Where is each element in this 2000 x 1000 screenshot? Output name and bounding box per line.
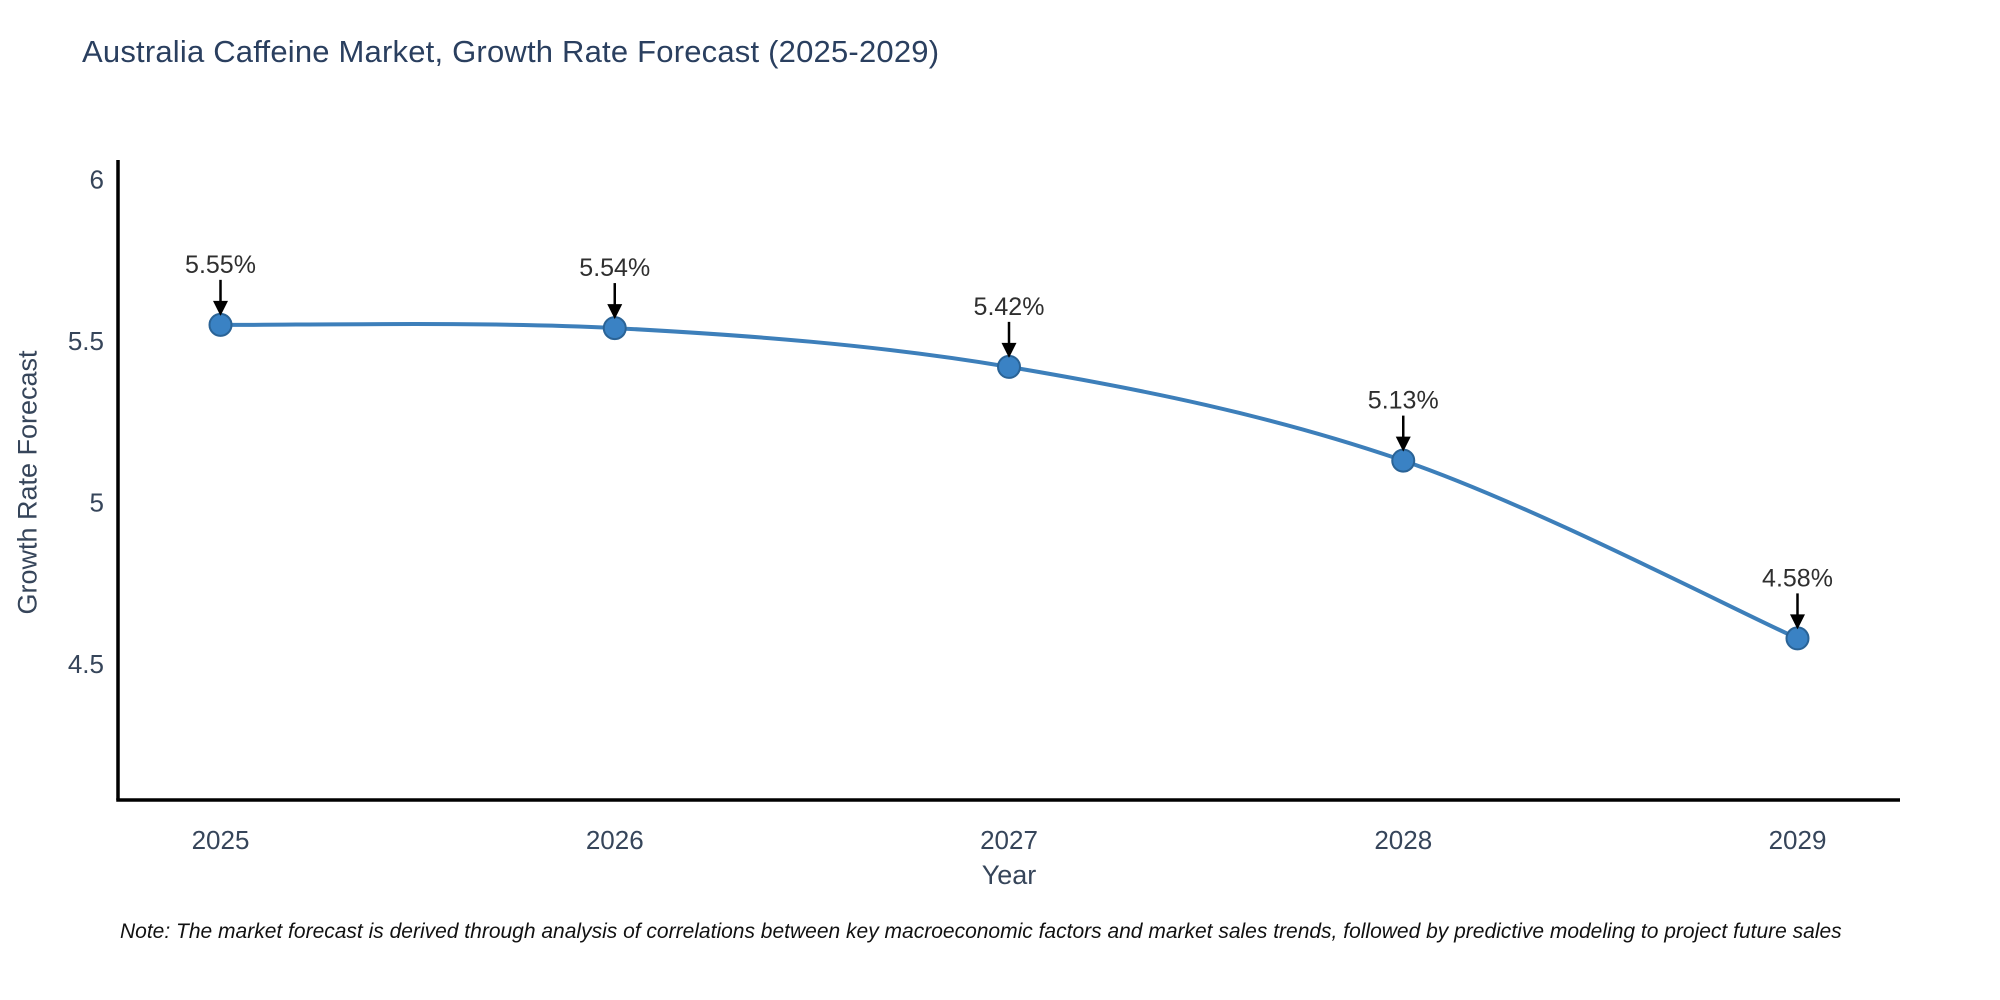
- data-point-label: 5.42%: [974, 293, 1045, 321]
- data-point-label: 4.58%: [1762, 564, 1833, 592]
- x-tick-label: 2026: [586, 825, 644, 855]
- data-point-marker: [997, 354, 1021, 379]
- x-tick-label: 2027: [980, 825, 1038, 855]
- y-tick-label: 6: [90, 164, 104, 194]
- data-point-label: 5.54%: [579, 254, 650, 282]
- data-point-marker: [602, 316, 627, 341]
- x-tick-label: 2025: [192, 825, 250, 855]
- data-point-label: 5.13%: [1368, 387, 1439, 415]
- annotation-arrow-head: [1789, 614, 1805, 630]
- annotation-arrow-head: [213, 300, 229, 316]
- annotation-arrow-head: [607, 304, 623, 320]
- footnote: Note: The market forecast is derived thr…: [120, 920, 1842, 943]
- y-tick-label: 5.5: [68, 326, 104, 356]
- annotation-arrow-head: [1001, 342, 1017, 358]
- x-tick-label: 2028: [1374, 825, 1432, 855]
- x-tick-label: 2029: [1769, 825, 1827, 855]
- data-point-marker: [208, 312, 233, 337]
- data-point-label: 5.55%: [185, 251, 256, 279]
- y-axis-title: Growth Rate Forecast: [12, 350, 43, 615]
- x-axis-title: Year: [981, 860, 1037, 890]
- y-tick-label: 4.5: [68, 649, 104, 679]
- y-tick-label: 5: [90, 488, 104, 518]
- annotation-arrow-head: [1395, 436, 1411, 452]
- data-point-marker: [1391, 448, 1416, 473]
- data-point-marker: [1785, 626, 1810, 651]
- chart-title: Australia Caffeine Market, Growth Rate F…: [82, 34, 940, 69]
